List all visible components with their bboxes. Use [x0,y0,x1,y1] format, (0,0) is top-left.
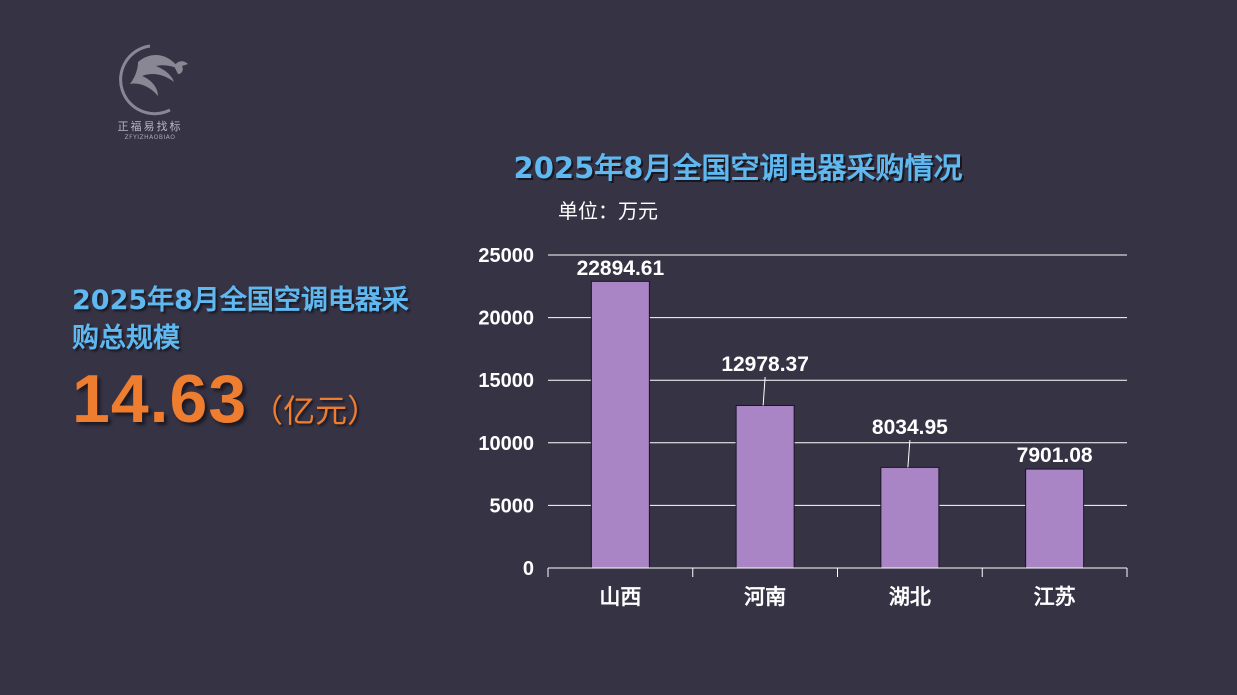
data-label: 22894.61 [577,257,665,280]
data-label: 8034.95 [872,416,948,439]
y-tick-label: 25000 [478,245,534,267]
eagle-logo-icon [119,44,188,116]
chart-title: 2025年8月全国空调电器采购情况 [514,151,963,185]
x-category-label: 山西 [599,585,641,609]
summary-value: 14.63 [72,361,248,437]
leader-line [907,439,911,468]
bar [590,280,650,569]
summary-title: 2025年8月全国空调电器采购总规模 [72,285,409,354]
bar [735,405,795,569]
y-axis-ticks: 0 5000 10000 15000 20000 25000 [478,245,534,580]
leader-line [762,376,766,406]
y-tick-label: 0 [523,558,534,580]
x-category-label: 湖北 [889,585,931,609]
chart-title-shadow: 2025年8月全国空调电器采购情况 [516,153,965,187]
category-labels: 山西 河南 湖北 江苏 [599,585,1075,609]
x-axis [547,567,1128,577]
summary-unit: （亿元） [251,392,380,430]
brand-logo: 正福易找标 ZFYIZHAOBIAO [104,40,196,146]
brand-name-en: ZFYIZHAOBIAO [124,134,176,141]
data-label: 12978.37 [721,353,809,376]
data-labels: 22894.61 12978.37 8034.95 7901.08 [577,257,1093,468]
bars [590,280,1085,569]
y-tick-label: 20000 [478,308,534,330]
bar [880,466,940,569]
summary-value-row: 14.63 （亿元） [72,360,379,438]
y-tick-label: 10000 [478,433,534,455]
data-label: 7901.08 [1017,444,1093,467]
y-tick-label: 5000 [490,495,535,517]
x-category-label: 江苏 [1034,585,1076,609]
bar [1025,468,1085,569]
brand-name-cn: 正福易找标 [117,120,183,133]
x-category-label: 河南 [744,585,786,609]
chart-unit-label: 单位：万元 [558,199,658,223]
y-tick-label: 15000 [478,370,534,392]
